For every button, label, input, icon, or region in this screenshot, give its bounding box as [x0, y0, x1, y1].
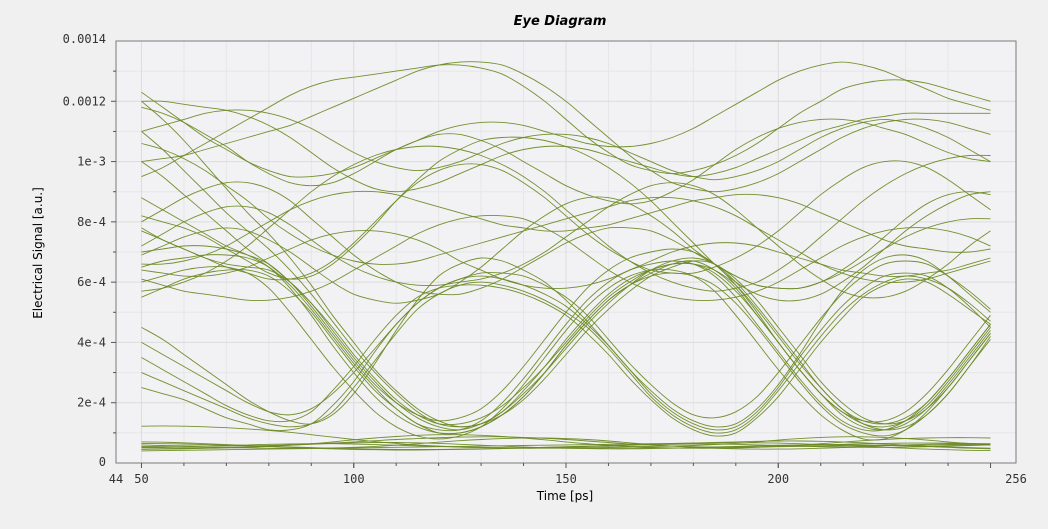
eye-trace-24 — [141, 230, 991, 290]
chart-title: Eye Diagram — [514, 14, 607, 29]
x-tick-label: 100 — [343, 472, 365, 486]
eye-trace-39 — [141, 443, 991, 449]
x-tick-label: 44 — [109, 472, 123, 486]
eye-trace-26 — [141, 196, 991, 304]
eye-trace-23 — [141, 182, 991, 299]
eye-trace-34 — [141, 442, 991, 450]
eye-traces — [141, 61, 991, 452]
eye-trace-6 — [141, 266, 991, 441]
y-axis: 0 2e-4 4e-4 6e-4 8e-4 1e-3 0.0012 0.0014 — [63, 32, 116, 469]
eye-trace-20 — [141, 64, 991, 178]
eye-trace-10 — [141, 197, 991, 435]
eye-trace-21 — [141, 136, 991, 302]
eye-trace-22 — [141, 214, 991, 302]
y-tick-label: 1e-3 — [77, 155, 106, 169]
x-tick-label: 200 — [767, 472, 789, 486]
x-tick-label: 256 — [1005, 472, 1027, 486]
eye-trace-28 — [141, 181, 991, 296]
eye-trace-18 — [141, 61, 991, 178]
eye-trace-14 — [141, 227, 991, 431]
eye-trace-30 — [141, 190, 991, 265]
x-axis: 44 50 100 150 200 256 — [109, 463, 1027, 486]
eye-trace-11 — [141, 161, 991, 428]
eye-trace-37 — [141, 442, 991, 452]
eye-trace-2 — [141, 254, 991, 428]
eye-trace-13 — [141, 100, 991, 428]
eye-trace-16 — [141, 106, 991, 205]
y-tick-label: 0.0014 — [63, 32, 106, 46]
eye-trace-5 — [141, 272, 991, 431]
eye-trace-17 — [141, 61, 991, 193]
y-tick-label: 6e-4 — [77, 275, 106, 289]
grid-major — [116, 41, 1016, 463]
x-axis-label: Time [ps] — [536, 489, 593, 503]
y-tick-label: 8e-4 — [77, 215, 106, 229]
eye-trace-4 — [141, 260, 991, 419]
x-tick-label: 50 — [134, 472, 148, 486]
eye-trace-25 — [141, 160, 991, 281]
eye-trace-19 — [141, 109, 991, 181]
y-tick-label: 0.0012 — [63, 94, 106, 108]
eye-trace-12 — [141, 131, 991, 431]
eye-trace-1 — [141, 278, 991, 437]
eye-trace-27 — [141, 145, 991, 292]
y-tick-label: 2e-4 — [77, 396, 106, 410]
y-tick-label: 4e-4 — [77, 335, 106, 349]
x-tick-label: 150 — [555, 472, 577, 486]
eye-trace-9 — [141, 254, 991, 432]
eye-trace-29 — [141, 143, 991, 283]
y-axis-label: Electrical Signal [a.u.] — [31, 187, 45, 319]
y-tick-label: 0 — [99, 455, 106, 469]
